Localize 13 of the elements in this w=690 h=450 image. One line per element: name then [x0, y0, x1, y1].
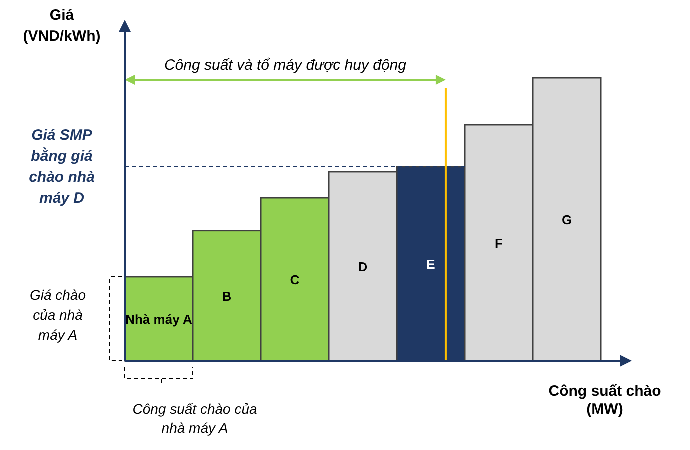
text: Giá chào của nhà máy A [30, 287, 86, 343]
x-tick-label: E [426, 256, 436, 272]
ref-line-label: Công suất và tổ máy được huy động [164, 57, 408, 74]
x-axis-title: Công suất chào (MW) [548, 383, 662, 418]
x-tick-label: F [495, 236, 504, 251]
x-tick-label: C [290, 272, 300, 288]
x-tick-label: D [358, 259, 368, 274]
y-axis-title: Giá (VND/kWh) [23, 7, 101, 45]
x-tick-label: G [562, 212, 572, 228]
x-tick-label: B [222, 288, 232, 304]
ref-line-label: Giá SMP bằng giá chào nhà máy D [29, 127, 95, 207]
x-tick-label: Nhà máy A [126, 312, 193, 327]
text: Công suất chào của nhà máy A [132, 401, 258, 436]
